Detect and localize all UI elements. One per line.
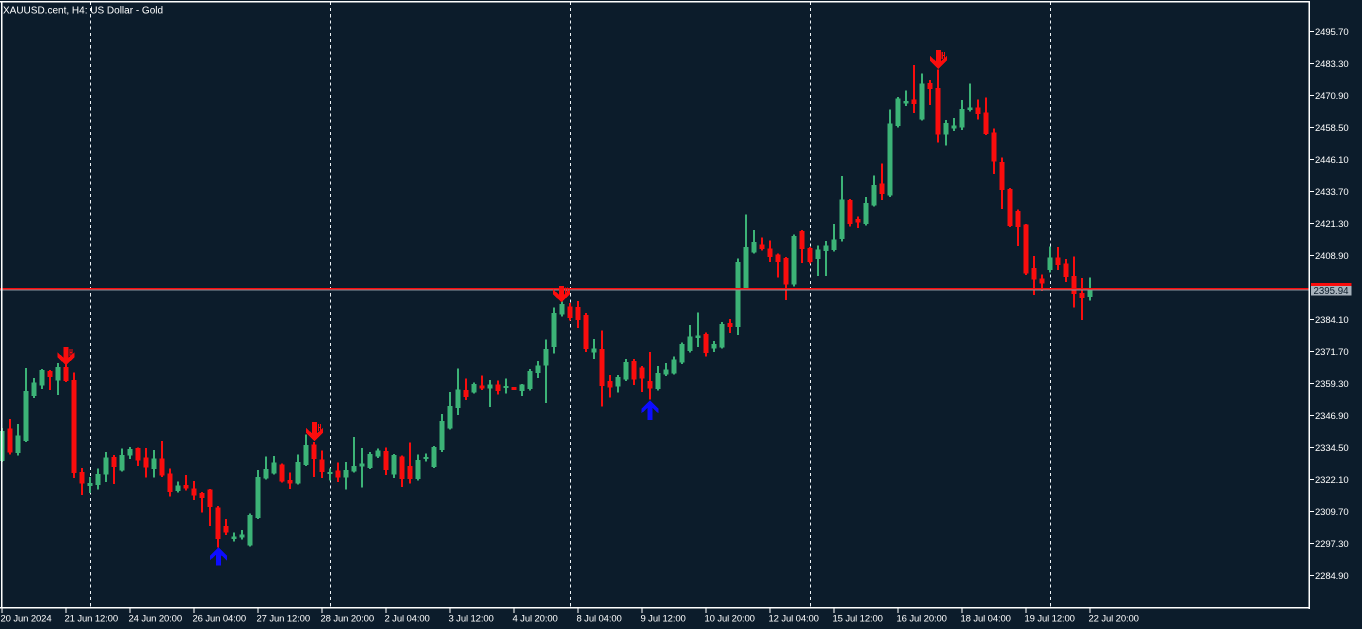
svg-text:2433.70: 2433.70: [1315, 187, 1349, 198]
svg-text:10 Jul 20:00: 10 Jul 20:00: [705, 614, 755, 625]
svg-text:27 Jun 12:00: 27 Jun 12:00: [257, 614, 311, 625]
svg-text:16 Jul 20:00: 16 Jul 20:00: [897, 614, 947, 625]
svg-text:20 Jun 2024: 20 Jun 2024: [1, 614, 52, 625]
svg-text:2309.70: 2309.70: [1315, 507, 1349, 518]
svg-text:15 Jul 12:00: 15 Jul 12:00: [833, 614, 883, 625]
svg-text:2458.50: 2458.50: [1315, 123, 1349, 134]
svg-text:24 Jun 20:00: 24 Jun 20:00: [129, 614, 183, 625]
svg-text:2408.90: 2408.90: [1315, 251, 1349, 262]
svg-text:XAUUSD.cent, H4: US Dollar - G: XAUUSD.cent, H4: US Dollar - Gold: [3, 6, 163, 17]
svg-text:2334.50: 2334.50: [1315, 443, 1349, 454]
svg-text:22 Jul 20:00: 22 Jul 20:00: [1089, 614, 1139, 625]
svg-text:2359.30: 2359.30: [1315, 379, 1349, 390]
svg-text:2395.94: 2395.94: [1314, 286, 1350, 297]
svg-text:2446.10: 2446.10: [1315, 155, 1349, 166]
svg-text:2284.90: 2284.90: [1315, 571, 1349, 582]
svg-text:18 Jul 04:00: 18 Jul 04:00: [961, 614, 1011, 625]
svg-text:2371.70: 2371.70: [1315, 347, 1349, 358]
svg-text:19 Jul 12:00: 19 Jul 12:00: [1025, 614, 1075, 625]
svg-text:26 Jun 04:00: 26 Jun 04:00: [193, 614, 247, 625]
svg-text:3 Jul 12:00: 3 Jul 12:00: [449, 614, 494, 625]
svg-text:2384.10: 2384.10: [1315, 315, 1349, 326]
svg-text:9 Jul 12:00: 9 Jul 12:00: [641, 614, 686, 625]
svg-text:2297.30: 2297.30: [1315, 539, 1349, 550]
svg-text:2 Jul 04:00: 2 Jul 04:00: [385, 614, 430, 625]
svg-text:28 Jun 20:00: 28 Jun 20:00: [321, 614, 375, 625]
svg-text:8 Jul 04:00: 8 Jul 04:00: [577, 614, 622, 625]
svg-text:12 Jul 04:00: 12 Jul 04:00: [769, 614, 819, 625]
svg-text:2322.10: 2322.10: [1315, 475, 1349, 486]
svg-text:2495.70: 2495.70: [1315, 27, 1349, 38]
svg-text:2421.30: 2421.30: [1315, 219, 1349, 230]
svg-text:4 Jul 20:00: 4 Jul 20:00: [513, 614, 558, 625]
svg-text:2483.30: 2483.30: [1315, 59, 1349, 70]
svg-text:2470.90: 2470.90: [1315, 91, 1349, 102]
svg-text:21 Jun 12:00: 21 Jun 12:00: [65, 614, 119, 625]
svg-text:2346.90: 2346.90: [1315, 411, 1349, 422]
